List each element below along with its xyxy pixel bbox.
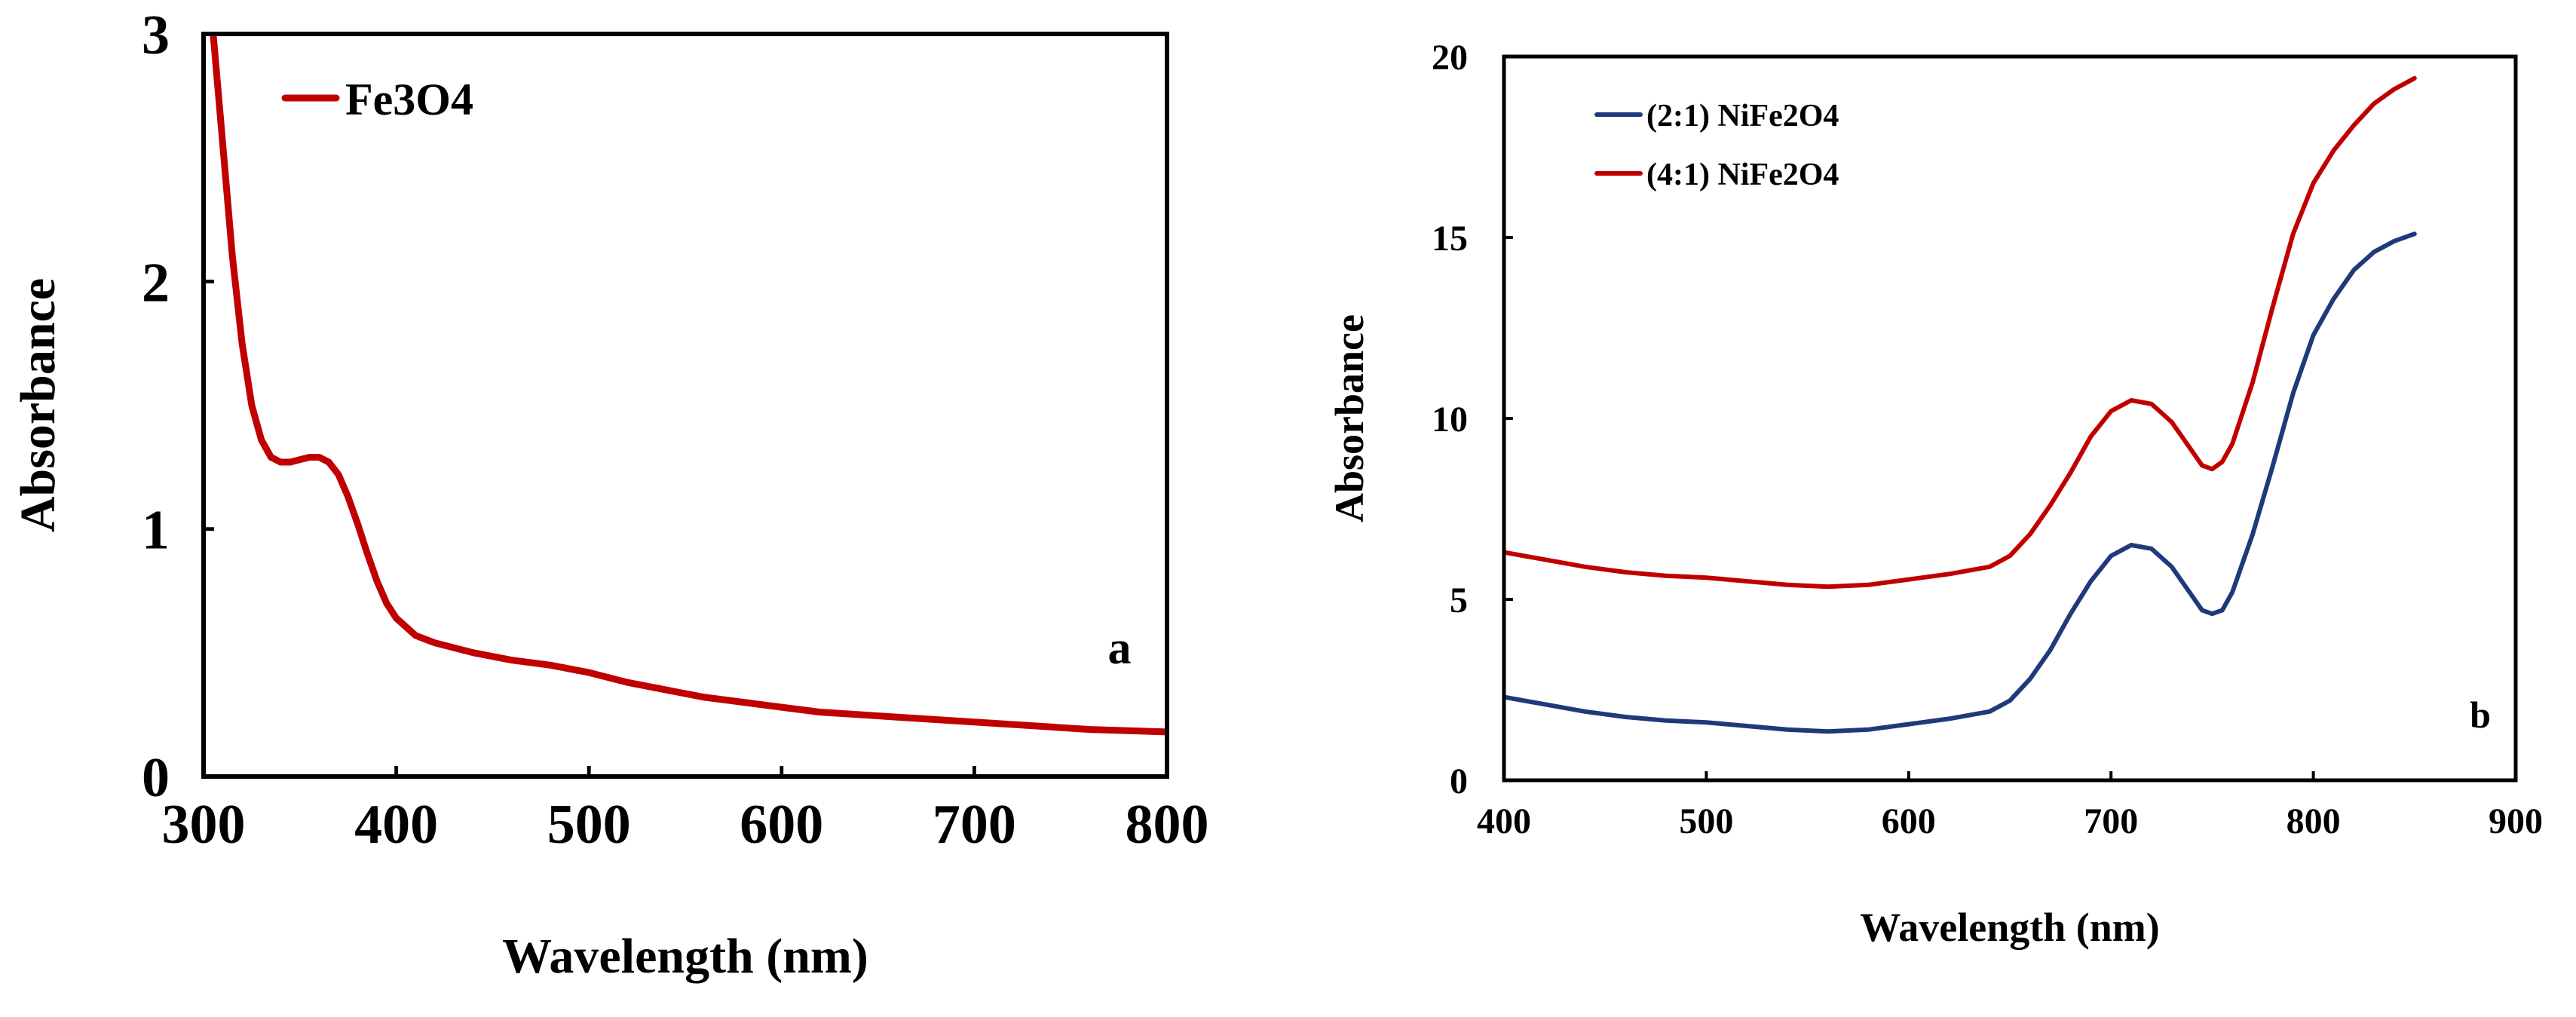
panel-b-x-tick-label: 600 (1882, 801, 1936, 841)
panel-b-series-line-1 (1504, 75, 2417, 590)
panel-b-x-axis-title: Wavelength (nm) (1860, 905, 2160, 950)
panel-b-y-axis-title: Absorbance (1327, 314, 1372, 522)
panel-a-chart: 300 400 500 600 700 800 0 1 2 3 Wavelength (nm) A… (11, 5, 1209, 984)
panel-a-y-tick-label: 2 (142, 252, 170, 314)
panel-b-x-tick-label: 500 (1679, 801, 1733, 841)
panel-a-x-tick-label: 700 (933, 794, 1016, 856)
panel-b-y-tick-label: 5 (1450, 580, 1468, 620)
panel-a-x-tick-label: 600 (740, 794, 823, 856)
panel-b-series-line-0 (1504, 231, 2417, 734)
panel-a-x-tick-label: 500 (547, 794, 631, 856)
panel-a-x-tick-label: 800 (1126, 794, 1209, 856)
panel-a-y-axis-title: Absorbance (11, 278, 66, 532)
panel-a-legend-label-fe3o4: Fe3O4 (345, 75, 473, 124)
panel-b-x-tick-label: 700 (2084, 801, 2138, 841)
panel-b-y-tick-label: 15 (1432, 219, 1468, 259)
panel-a-axes-frame (201, 32, 1169, 779)
panel-b-x-tick-label: 400 (1477, 801, 1531, 841)
panel-a-x-tick-label: 400 (354, 794, 438, 856)
panel-a-legend: Fe3O4 (281, 75, 473, 124)
panel-a-x-axis-title: Wavelength (nm) (502, 929, 868, 984)
panel-a-x-tick-label: 300 (162, 794, 246, 856)
panel-a-y-tick-label: 0 (142, 747, 170, 809)
panel-b-legend-label-2-1: (2:1) NiFe2O4 (1646, 99, 1839, 133)
panel-b-legend: (2:1) NiFe2O4 (4:1) NiFe2O4 (1594, 99, 1839, 192)
panel-a-plot-area (201, 32, 1169, 779)
panel-b-y-tick-label: 10 (1432, 400, 1468, 440)
panel-b-chart: 400 500 600 700 800 900 0 5 10 15 20 Wavelength (n… (1327, 38, 2543, 950)
panel-a-ticks: 300 400 500 600 700 800 0 1 2 3 (142, 5, 1209, 856)
panel-b-x-tick-label: 900 (2489, 801, 2543, 841)
panel-a-y-tick-label: 1 (142, 500, 170, 562)
panel-a-label: a (1108, 623, 1132, 674)
panel-b-ticks: 400 500 600 700 800 900 0 5 10 15 20 (1432, 38, 2543, 841)
panel-b-y-tick-label: 20 (1432, 38, 1468, 78)
panel-b-label: b (2470, 694, 2491, 736)
panel-b-legend-label-4-1: (4:1) NiFe2O4 (1646, 158, 1839, 192)
panel-b-y-tick-label: 0 (1450, 761, 1468, 801)
panel-a-series-line-0 (210, 34, 1167, 736)
panel-b-x-tick-label: 800 (2287, 801, 2341, 841)
panel-a-y-tick-label: 3 (142, 5, 170, 66)
